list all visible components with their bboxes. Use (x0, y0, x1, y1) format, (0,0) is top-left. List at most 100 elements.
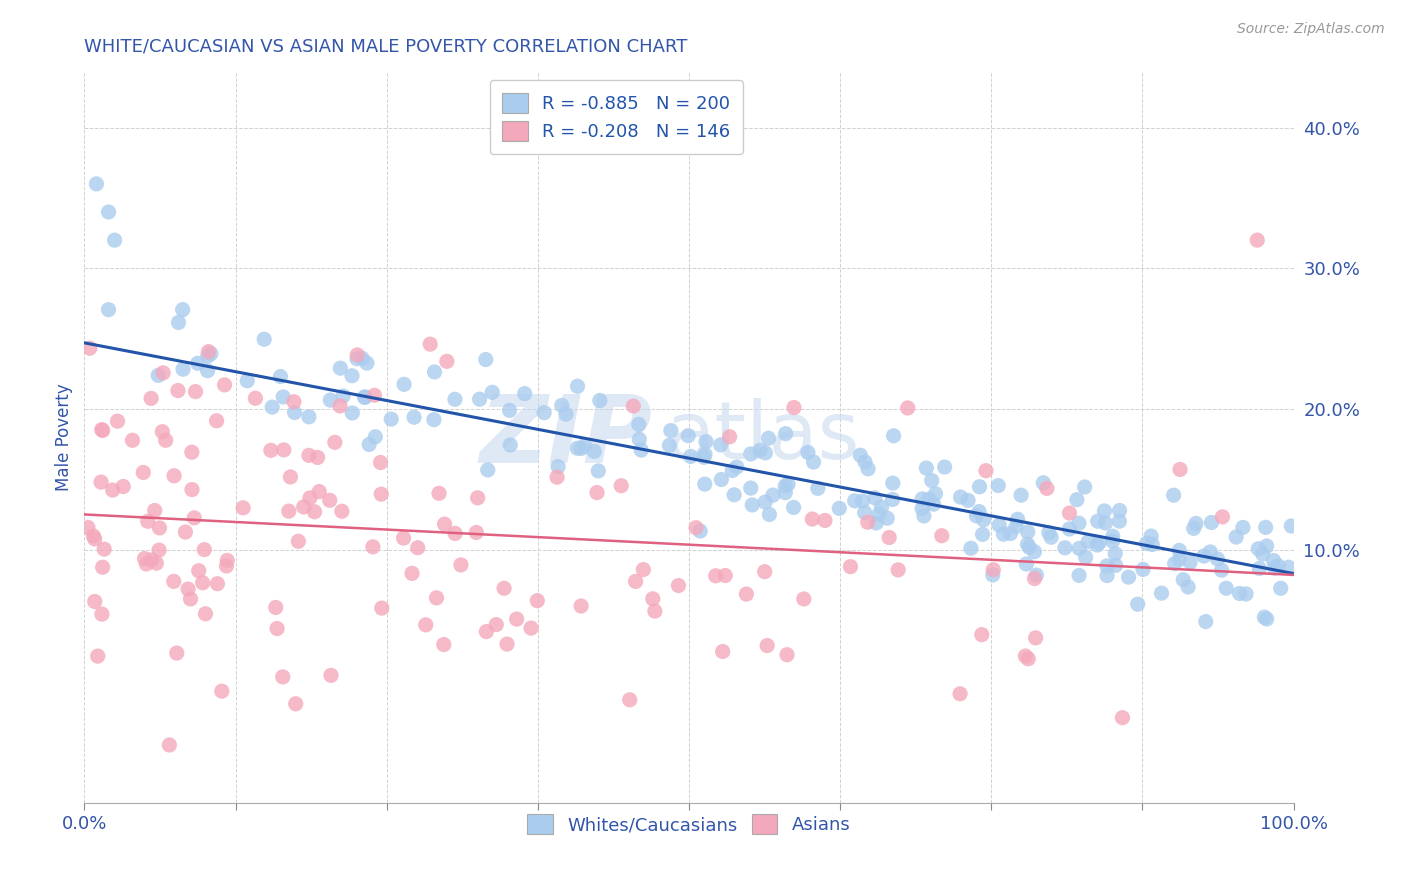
Point (641, 591, 664, 606)
Point (90, 475, 112, 489)
Point (1168, 462, 1191, 476)
Point (433, 517, 456, 532)
Point (714, 568, 737, 582)
Point (1199, 545, 1222, 559)
Point (298, 491, 321, 505)
Point (1036, 481, 1059, 495)
Point (865, 516, 887, 530)
Point (359, 437, 381, 451)
Point (139, 392, 162, 406)
Point (967, 505, 990, 519)
Point (949, 490, 972, 504)
Point (283, 394, 305, 409)
Point (371, 601, 394, 615)
Point (180, 445, 202, 459)
Point (132, 466, 155, 480)
Point (610, 479, 633, 493)
Point (217, 553, 239, 567)
Point (689, 524, 711, 538)
Point (200, 346, 222, 360)
Point (749, 443, 772, 458)
Point (547, 459, 569, 474)
Point (1206, 552, 1229, 566)
Point (1095, 558, 1118, 573)
Point (415, 618, 437, 632)
Point (695, 434, 717, 449)
Point (1177, 580, 1199, 594)
Point (922, 497, 945, 511)
Point (526, 593, 548, 607)
Point (392, 531, 415, 545)
Point (1211, 509, 1233, 524)
Point (970, 628, 993, 642)
Point (1132, 562, 1154, 576)
Point (1101, 529, 1123, 543)
Point (981, 563, 1004, 577)
Point (839, 559, 862, 574)
Point (1168, 552, 1191, 566)
Point (1278, 560, 1301, 574)
Point (754, 446, 776, 460)
Point (370, 456, 392, 470)
Point (79, 341, 101, 355)
Point (571, 442, 593, 456)
Point (423, 412, 446, 426)
Point (887, 563, 910, 577)
Point (1017, 537, 1039, 551)
Point (354, 390, 377, 404)
Point (1256, 539, 1278, 553)
Point (197, 349, 219, 363)
Point (505, 612, 527, 626)
Point (911, 501, 934, 516)
Point (253, 332, 276, 346)
Point (121, 434, 143, 448)
Point (918, 492, 941, 507)
Point (1025, 631, 1047, 645)
Point (1024, 544, 1046, 558)
Point (1105, 558, 1128, 573)
Point (304, 505, 326, 519)
Point (172, 362, 194, 376)
Point (921, 474, 943, 488)
Point (1140, 529, 1163, 543)
Point (1195, 615, 1218, 629)
Point (863, 491, 886, 505)
Point (180, 591, 202, 606)
Point (112, 479, 135, 493)
Point (271, 670, 294, 684)
Legend: Whites/Caucasians, Asians: Whites/Caucasians, Asians (520, 807, 858, 841)
Point (280, 470, 302, 484)
Point (775, 426, 797, 441)
Point (444, 526, 467, 541)
Point (693, 477, 716, 491)
Point (1077, 534, 1099, 549)
Point (266, 622, 288, 636)
Point (1067, 516, 1090, 531)
Point (329, 361, 352, 376)
Point (711, 644, 734, 658)
Point (157, 738, 180, 752)
Point (277, 504, 299, 518)
Point (624, 574, 647, 589)
Point (167, 384, 190, 398)
Point (1211, 563, 1233, 577)
Point (136, 514, 159, 528)
Point (988, 518, 1011, 533)
Point (876, 511, 898, 525)
Text: atlas: atlas (665, 398, 859, 476)
Point (693, 447, 716, 461)
Point (797, 445, 820, 459)
Point (644, 604, 666, 618)
Text: Source: ZipAtlas.com: Source: ZipAtlas.com (1237, 22, 1385, 37)
Point (960, 541, 983, 556)
Point (83, 594, 105, 608)
Point (97, 302, 120, 317)
Point (1150, 586, 1173, 600)
Point (741, 498, 763, 512)
Text: ZIP: ZIP (479, 391, 652, 483)
Point (778, 477, 800, 491)
Point (1074, 550, 1097, 565)
Point (1104, 547, 1126, 561)
Point (589, 393, 612, 408)
Point (574, 439, 596, 453)
